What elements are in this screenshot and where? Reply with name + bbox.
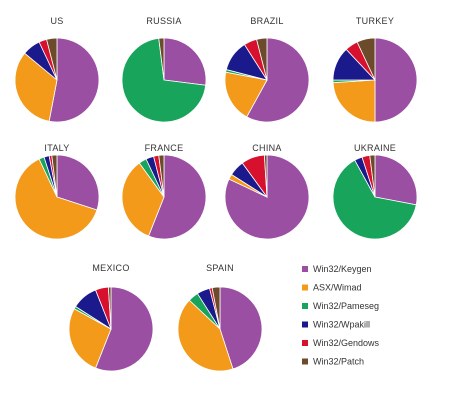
slice-turkey-asx-wimad <box>332 79 376 123</box>
legend-item-win32-wpakill: Win32/Wpakill <box>302 320 370 330</box>
slice-spain-asx-wimad <box>177 299 234 372</box>
slice-france-win32-keygen <box>148 154 207 240</box>
legend-item-asx-wimad: ASX/Wimad <box>302 283 362 293</box>
legend-swatch <box>302 358 308 365</box>
pie-title: SPAIN <box>206 263 234 273</box>
legend-label: ASX/Wimad <box>313 283 362 293</box>
slice-us-asx-wimad <box>14 52 58 122</box>
legend: Win32/Keygen ASX/Wimad Win32/Pameseg Win32/… <box>302 264 380 367</box>
slice-spain-win32-keygen <box>219 286 263 370</box>
slice-france-asx-wimad <box>121 162 165 237</box>
pie-title: US <box>50 16 63 26</box>
pie-france: FRANCE <box>121 143 207 240</box>
slice-mexico-win32-keygen <box>95 286 154 372</box>
slice-ukraine-win32-keygen <box>374 154 418 206</box>
slice-russia-win32-pameseg <box>121 37 207 123</box>
legend-item-win32-keygen: Win32/Keygen <box>302 264 372 274</box>
pie-title: TURKEY <box>356 16 394 26</box>
legend-item-win32-gendows: Win32/Gendows <box>302 338 380 348</box>
slice-italy-win32-patch <box>51 154 58 198</box>
pie-spain: SPAIN <box>177 263 263 372</box>
pie-russia: RUSSIA <box>121 16 207 123</box>
legend-swatch <box>302 340 308 346</box>
pie-us: US <box>14 16 100 123</box>
slice-mexico-win32-patch <box>107 286 112 330</box>
slice-brazil-win32-patch <box>256 37 268 81</box>
legend-label: Win32/Keygen <box>313 264 372 274</box>
slice-brazil-win32-keygen <box>246 37 310 123</box>
pie-title: UKRAINE <box>354 143 396 153</box>
pie-title: RUSSIA <box>146 16 181 26</box>
slice-france-win32-patch <box>158 154 165 198</box>
slice-italy-asx-wimad <box>14 158 98 240</box>
slice-ukraine-win32-patch <box>369 154 376 198</box>
pie-title: CHINA <box>252 143 282 153</box>
pie-title: MEXICO <box>92 263 129 273</box>
pie-title: ITALY <box>44 143 69 153</box>
pie-turkey: TURKEY <box>332 16 418 123</box>
slice-turkey-win32-keygen <box>374 37 418 123</box>
legend-label: Win32/Gendows <box>313 338 380 348</box>
slice-us-win32-patch <box>46 37 58 81</box>
legend-swatch <box>302 284 308 291</box>
pie-brazil: BRAZIL <box>224 16 310 123</box>
pie-china: CHINA <box>224 143 310 240</box>
pie-ukraine: UKRAINE <box>332 143 418 240</box>
slice-brazil-asx-wimad <box>224 71 268 118</box>
legend-label: Win32/Patch <box>313 357 364 367</box>
legend-item-win32-pameseg: Win32/Pameseg <box>302 301 379 311</box>
pies-group: US RUSSIA BRAZIL TURKEY ITALY FRANCE CHINA UKRA… <box>14 16 418 372</box>
pie-mexico: MEXICO <box>68 263 154 372</box>
pie-italy: ITALY <box>14 143 100 240</box>
slice-italy-win32-keygen <box>56 154 100 211</box>
pie-title: FRANCE <box>145 143 184 153</box>
legend-item-win32-patch: Win32/Patch <box>302 357 364 367</box>
slice-spain-win32-patch <box>211 286 221 330</box>
legend-label: Win32/Pameseg <box>313 301 379 311</box>
legend-swatch <box>302 303 308 309</box>
pie-title: BRAZIL <box>250 16 283 26</box>
slice-us-win32-keygen <box>48 37 100 123</box>
slice-ukraine-win32-pameseg <box>332 159 417 240</box>
legend-label: Win32/Wpakill <box>313 320 370 330</box>
slice-russia-win32-keygen <box>163 37 207 86</box>
slice-china-win32-patch <box>263 154 268 198</box>
slice-turkey-win32-patch <box>356 37 376 81</box>
slice-russia-win32-patch <box>158 37 165 81</box>
legend-swatch <box>302 266 308 272</box>
legend-swatch <box>302 321 308 328</box>
